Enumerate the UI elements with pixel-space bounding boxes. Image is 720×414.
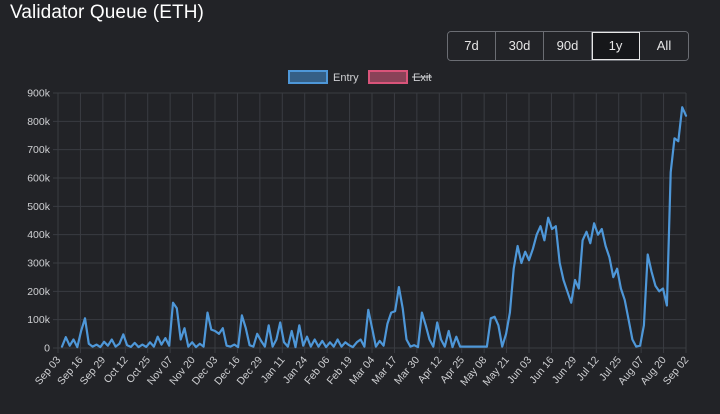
range-all-button[interactable]: All — [640, 32, 688, 60]
y-tick-label: 900k — [27, 88, 51, 100]
y-tick-label: 500k — [27, 201, 51, 213]
page-title: Validator Queue (ETH) — [10, 2, 204, 23]
time-range-selector: 7d 30d 90d 1y All — [447, 31, 689, 61]
y-tick-label: 700k — [27, 144, 51, 156]
y-tick-label: 300k — [27, 258, 51, 270]
y-tick-label: 600k — [27, 173, 51, 185]
chart-legend: Entry Exit — [288, 70, 432, 84]
y-tick-label: 200k — [27, 286, 51, 298]
range-1y-button[interactable]: 1y — [592, 32, 640, 60]
series-layer — [60, 106, 688, 349]
x-tick-label: Jul 12 — [574, 354, 601, 383]
range-30d-button[interactable]: 30d — [496, 32, 544, 60]
range-7d-button[interactable]: 7d — [448, 32, 496, 60]
y-tick-label: 0 — [44, 343, 50, 355]
x-tick-label: Jun 29 — [550, 354, 580, 386]
y-tick-label: 100k — [27, 314, 51, 326]
series-line-entry — [60, 106, 688, 349]
y-axis: 0 100k 200k 300k 400k 500k 600k 700k 800k 900k — [27, 88, 51, 355]
legend-exit-label[interactable]: Exit — [413, 72, 431, 84]
legend-entry-swatch[interactable] — [288, 70, 328, 84]
legend-exit-swatch[interactable] — [368, 70, 408, 84]
y-tick-label: 800k — [27, 116, 51, 128]
x-tick-label: Mar 30 — [392, 354, 422, 387]
range-90d-button[interactable]: 90d — [544, 32, 592, 60]
y-tick-label: 400k — [27, 229, 51, 241]
chart-grid — [53, 92, 687, 353]
legend-entry-label[interactable]: Entry — [333, 72, 359, 84]
